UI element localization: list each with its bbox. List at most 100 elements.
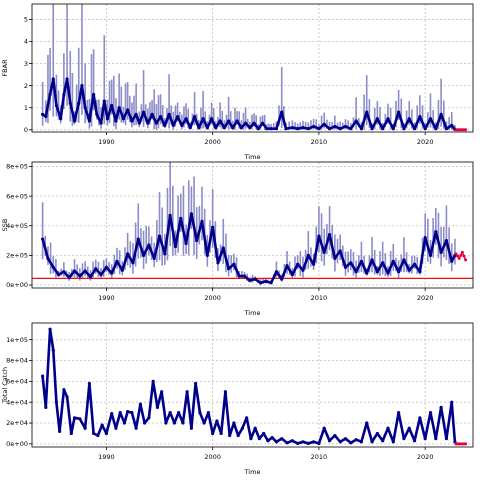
data-point [269,281,273,285]
data-point [327,439,332,443]
data-point [240,426,245,430]
data-point [54,103,59,108]
data-point [274,270,279,274]
x-tick-label: 2020 [417,138,434,146]
data-point [202,421,206,425]
data-point [359,259,364,263]
data-point [296,441,300,445]
data-point [270,436,274,440]
y-axis-label: SSB [1,219,9,232]
data-point [226,119,231,123]
data-point [54,400,59,404]
data-point [317,234,321,238]
data-point [439,112,443,116]
data-point [150,112,154,116]
data-point [188,125,192,130]
x-tick-label: 2010 [311,294,328,302]
data-point [306,127,310,131]
y-tick-label: 0e+00 [6,281,28,289]
data-point [253,277,257,281]
data-point [175,114,180,119]
data-point [248,278,252,283]
y-tick-label: 4e+05 [6,222,28,230]
data-point [68,101,72,105]
data-point [386,271,390,275]
data-point [62,388,66,392]
data-point [211,225,215,229]
data-point [428,253,433,257]
data-point [280,277,284,281]
data-point [110,103,114,108]
data-point [151,379,155,383]
data-point [333,433,337,438]
y-tick-label: 2e+05 [6,252,28,260]
data-point [338,440,342,444]
data-point [434,437,438,441]
data-point [322,250,326,255]
data-point [349,127,353,131]
data-point [168,411,172,415]
data-point [386,117,390,121]
data-point [168,213,172,217]
data-point [201,117,205,121]
data-point [391,440,395,444]
data-point [285,264,289,268]
projection-point [457,256,461,260]
data-point [450,400,454,404]
data-point [104,431,108,436]
data-point [83,106,87,110]
data-point [114,119,118,123]
data-point [92,92,96,97]
data-point [147,416,151,420]
data-point [349,441,353,445]
data-point [439,250,443,255]
data-point [306,253,310,257]
data-point [105,117,110,121]
data-point [296,127,300,131]
data-point [412,127,417,131]
data-point [120,268,124,272]
data-point [87,119,91,123]
plot-frame [31,3,474,133]
data-point [192,114,197,119]
data-point [333,124,337,129]
data-point [157,234,162,238]
data-point [343,437,348,441]
data-point [62,270,66,274]
data-point [236,433,240,438]
data-point [80,84,84,88]
y-tick-label: 2e+04 [6,419,28,427]
data-point [359,440,364,444]
data-point [375,117,379,121]
data-point [381,439,385,443]
data-point [65,395,69,399]
y-tick-label: 1e+05 [6,336,28,344]
projection-point [464,128,468,132]
data-point [249,437,253,441]
data-point [126,252,130,256]
data-point [216,261,220,265]
data-point [397,270,401,274]
data-point [185,390,189,394]
data-point [195,238,199,243]
data-point [370,440,374,444]
data-point [134,426,138,430]
x-tick-label: 2010 [311,138,328,146]
data-point [237,274,241,278]
y-tick-label: 4 [24,38,28,46]
data-point [381,127,385,131]
data-point [252,121,256,125]
data-point [48,327,52,331]
data-point [256,127,260,131]
data-point [418,270,422,274]
y-tick-label: 3 [24,60,28,68]
data-point [198,411,202,415]
data-point [56,273,61,277]
uncertainty-band [41,4,456,130]
data-point [100,423,104,427]
projection-point [454,252,458,256]
y-tick-label: 1 [24,104,28,112]
data-point [407,426,411,430]
data-point [214,125,218,130]
data-point [444,127,449,131]
